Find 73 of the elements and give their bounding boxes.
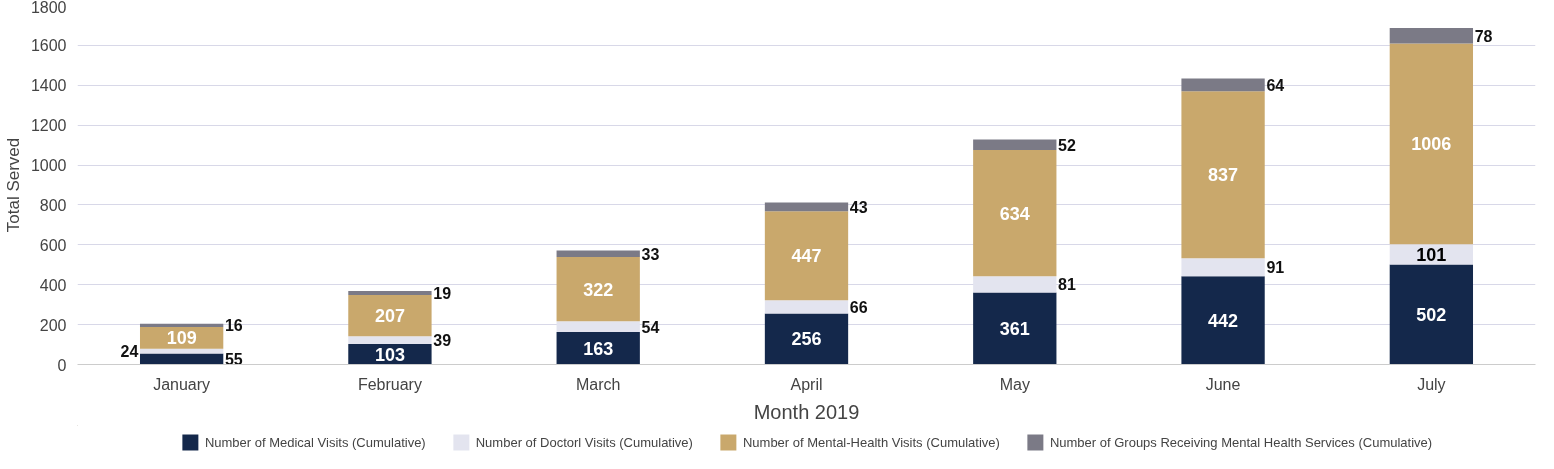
bar [556,257,640,322]
x-tick-label: July [1417,375,1446,393]
bar [973,139,1057,150]
bar [348,294,432,337]
data-label: 163 [583,338,614,359]
data-label: 78 [1474,27,1493,45]
bar [348,336,432,344]
bar [764,202,849,212]
x-tick-label: May [999,375,1030,393]
y-tick-label: 1400 [30,77,67,95]
data-label: 361 [999,319,1030,339]
x-tick-label: January [153,375,211,393]
legend-label: Number of Medical Visits (Cumulative) [204,434,426,450]
x-axis-title: Month 2019 [753,400,860,423]
bar [1181,258,1265,277]
bar [1389,264,1474,365]
data-label: 54 [641,318,660,336]
data-label: 1006 [1411,134,1452,155]
legend-label: Number of Groups Receiving Mental Health Services (Cumulative) [1049,434,1433,450]
legend-label: Number of Mental-Health Visits (Cumulative) [742,434,1000,450]
x-tick-label: March [575,375,621,393]
bar [973,292,1057,365]
bar [764,313,849,365]
bar [1181,78,1265,92]
bar [139,353,224,365]
bar [1181,276,1265,365]
y-tick-label: 200 [39,316,67,334]
y-tick-label: 0 [57,356,67,374]
data-label: 81 [1058,276,1077,294]
data-label: 64 [1266,76,1285,94]
data-label: 442 [1208,310,1239,331]
data-label: 634 [999,203,1030,224]
data-label: 24 [120,343,139,361]
y-tick-label: 800 [39,196,67,214]
y-tick-label: 600 [39,236,67,254]
bar [973,276,1057,293]
data-label: 447 [791,246,822,267]
x-tick-label: February [357,375,422,393]
bar [973,149,1057,277]
bar [1389,28,1474,44]
bar [764,300,849,314]
bar [348,291,432,295]
data-label: 502 [1416,304,1447,325]
data-label: 256 [791,329,822,350]
x-tick-label: June [1205,375,1241,393]
bar [1389,43,1474,245]
data-label: 101 [1416,244,1447,265]
bar [139,348,224,354]
data-label: 19 [433,285,452,302]
data-label: 33 [641,245,660,263]
bar [556,250,640,257]
bar [139,323,224,327]
data-label: 207 [374,306,405,327]
data-label: 322 [583,279,614,300]
data-label: 66 [849,298,868,316]
y-tick-label: 1000 [30,157,67,175]
y-tick-label: 400 [39,276,67,294]
data-label: 103 [374,344,405,365]
data-label: 43 [849,198,868,216]
legend-label: Number of Doctorl Visits (Cumulative) [475,434,693,450]
x-tick-label: April [790,375,823,393]
bar [1181,91,1265,259]
data-label: 91 [1266,259,1285,277]
y-tick-label: 1800 [30,0,67,16]
data-label: 39 [433,332,452,350]
data-label: 16 [224,317,243,335]
data-label: 837 [1208,165,1239,186]
y-tick-label: 1200 [30,117,67,135]
y-tick-label: 1600 [30,37,67,55]
data-label: 109 [166,328,197,349]
y-axis-title: Total Served [3,137,23,233]
bar [764,211,849,301]
data-label: 52 [1058,136,1077,154]
